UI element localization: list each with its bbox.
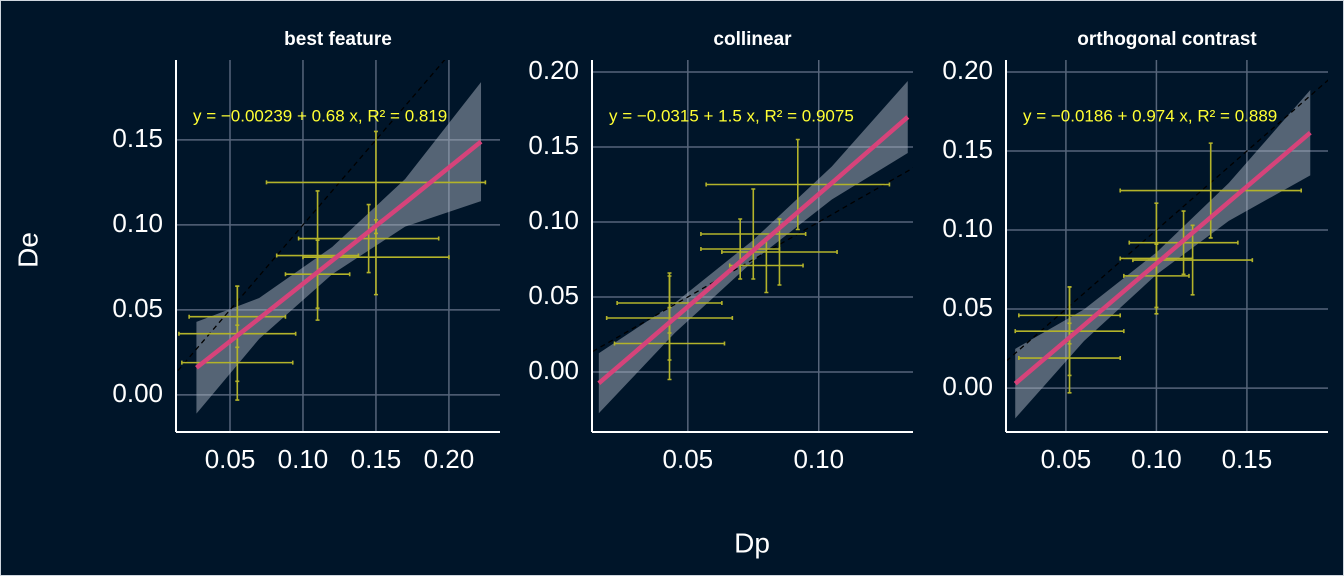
annotation: y = −0.0186 + 0.974 x, R² = 0.889	[1023, 106, 1277, 125]
y-error-bar	[373, 130, 378, 235]
plot-area: y = −0.00239 + 0.68 x, R² = 0.819	[176, 60, 500, 432]
y-tick-label: 0.15	[942, 134, 993, 164]
x-tick-label: 0.05	[663, 444, 714, 474]
annotation: y = −0.00239 + 0.68 x, R² = 0.819	[193, 106, 447, 125]
y-tick-label: 0.05	[112, 293, 163, 323]
panel: y = −0.0186 + 0.974 x, R² = 0.889 orthogo…	[942, 29, 1328, 474]
y-tick-label: 0.10	[112, 208, 163, 238]
panel-title: collinear	[713, 29, 792, 50]
y-tick-label: 0.15	[528, 130, 579, 160]
plot-area: y = −0.0186 + 0.974 x, R² = 0.889	[1006, 60, 1328, 432]
y-tick-label: 0.00	[528, 355, 579, 385]
x-tick-label: 0.05	[205, 444, 256, 474]
y-error-bar	[366, 203, 371, 274]
x-tick-label: 0.15	[1222, 444, 1273, 474]
y-error-bar	[1154, 202, 1159, 315]
y-tick-label: 0.00	[112, 378, 163, 408]
y-error-bar	[667, 306, 672, 381]
annotation: y = −0.0315 + 1.5 x, R² = 0.9075	[609, 106, 854, 125]
identity-line	[176, 60, 446, 374]
y-error-bar	[315, 190, 320, 321]
y-tick-label: 0.05	[528, 280, 579, 310]
x-tick-label: 0.10	[1131, 444, 1182, 474]
x-tick-label: 0.15	[351, 444, 402, 474]
panel: y = −0.0315 + 1.5 x, R² = 0.9075 collinea…	[528, 29, 913, 474]
x-tick-label: 0.20	[424, 444, 475, 474]
y-tick-label: 0.15	[112, 123, 163, 153]
x-tick-label: 0.10	[278, 444, 329, 474]
panel-title: best feature	[284, 29, 392, 50]
y-tick-label: 0.00	[942, 371, 993, 401]
fit-line	[1013, 130, 1312, 386]
confidence-band	[196, 82, 482, 414]
y-error-bar	[1190, 224, 1195, 296]
identity-line	[1006, 79, 1328, 363]
y-error-bar	[751, 188, 756, 280]
x-tick-label: 0.05	[1041, 444, 1092, 474]
confidence-band	[1015, 90, 1311, 419]
y-tick-label: 0.10	[942, 213, 993, 243]
y-tick-label: 0.20	[528, 55, 579, 85]
x-tick-label: 0.10	[793, 444, 844, 474]
y-error-bar	[738, 218, 743, 280]
panel-title: orthogonal contrast	[1077, 29, 1257, 50]
fit-line	[597, 115, 910, 385]
y-tick-label: 0.05	[942, 292, 993, 322]
y-tick-label: 0.20	[942, 55, 993, 85]
y-axis-title: De	[12, 232, 43, 268]
plot-area: y = −0.0315 + 1.5 x, R² = 0.9075	[592, 60, 913, 432]
panel: y = −0.00239 + 0.68 x, R² = 0.819 best fe…	[112, 29, 500, 474]
y-tick-label: 0.10	[528, 205, 579, 235]
fit-line	[195, 139, 483, 370]
y-error-bar	[1208, 142, 1213, 239]
x-axis-title: Dp	[734, 527, 770, 558]
